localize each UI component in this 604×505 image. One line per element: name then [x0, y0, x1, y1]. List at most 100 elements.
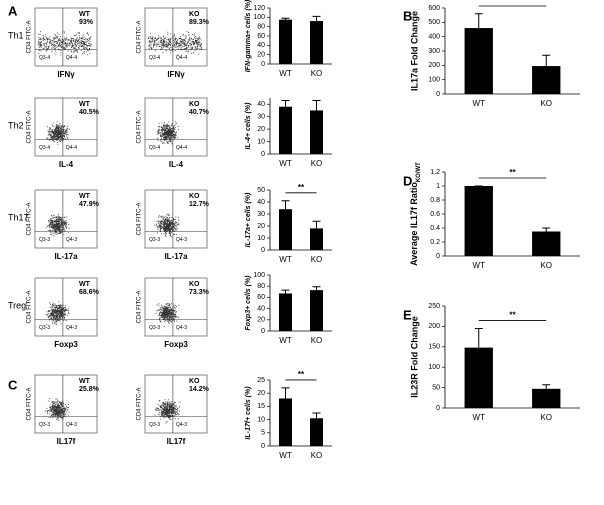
error-bar [281, 200, 290, 210]
flow-genotype: KO [189, 378, 200, 385]
y-tick-label: 0 [261, 328, 265, 335]
event-dots [38, 31, 93, 56]
flow-percent: 89.3% [189, 19, 210, 26]
flow-percent: 40.5% [79, 109, 100, 116]
y-tick-label: 20 [257, 223, 265, 230]
row-label: Th2 [8, 120, 24, 130]
plot-frame [34, 7, 98, 67]
plot-frame [144, 7, 208, 67]
x-tick-label: WT [279, 159, 292, 168]
panel-letter: D [403, 173, 412, 188]
quadrant-label: Q3-3 [149, 422, 160, 428]
quadrant-label: Q4-4 [176, 55, 187, 61]
plot-frame [34, 97, 98, 157]
y-tick-label: 100 [428, 364, 440, 371]
y-tick-label: 100 [253, 14, 265, 21]
bar [309, 21, 324, 64]
error-bar [312, 286, 321, 291]
quadrant-label: Q3-4 [149, 55, 160, 61]
y-tick-label: 30 [257, 211, 265, 218]
x-tick-label: WT [279, 69, 292, 78]
quadrant-label: Q4-3 [176, 422, 187, 428]
quadrant-label: Q4-3 [66, 422, 77, 428]
y-tick-label: 500 [428, 19, 440, 26]
flow-percent: 14.2% [189, 386, 210, 393]
bar [464, 28, 493, 94]
flow-percent: 93% [79, 19, 94, 26]
y-tick-label: 20 [257, 390, 265, 397]
y-axis-label: IL-17f+ cells (%) [245, 386, 252, 440]
flow-genotype: WT [79, 11, 91, 18]
y-tick-label: 60 [257, 33, 265, 40]
error-bar [312, 412, 321, 419]
y-tick-label: 0 [261, 151, 265, 158]
bar [309, 228, 324, 250]
flow-ylabel: CD4 FITC-A [27, 21, 33, 54]
event-dots [156, 121, 179, 145]
plot-frame [34, 277, 98, 337]
flow-ylabel: CD4 FITC-A [137, 388, 143, 421]
error-bar [474, 327, 483, 348]
x-tick-label: KO [311, 255, 323, 264]
y-tick-label: 40 [257, 101, 265, 108]
flow-xlabel: Foxp3 [164, 340, 188, 349]
plot-frame [144, 189, 208, 249]
x-tick-label: KO [540, 99, 552, 108]
bar [532, 231, 561, 256]
flow-xlabel: IFNγ [57, 70, 75, 79]
x-tick-label: KO [311, 159, 323, 168]
flow-xlabel: IL-4 [169, 160, 184, 169]
y-tick-label: 0.8 [430, 197, 440, 204]
quadrant-label: Q4-4 [66, 145, 77, 151]
flow-genotype: KO [189, 193, 200, 200]
flow-genotype: KO [189, 101, 200, 108]
y-tick-label: 80 [257, 283, 265, 290]
flow-ylabel: CD4 FITC-A [27, 203, 33, 236]
quadrant-label: Q4-4 [66, 55, 77, 61]
flow-ylabel: CD4 FITC-A [137, 111, 143, 144]
y-tick-label: 30 [257, 114, 265, 121]
event-dots [155, 303, 180, 327]
row-label: Treg [8, 300, 26, 310]
bar [532, 66, 561, 94]
flow-xlabel: Foxp3 [54, 340, 78, 349]
flow-ylabel: CD4 FITC-A [137, 291, 143, 324]
x-tick-label: WT [473, 261, 486, 270]
flow-genotype: WT [79, 378, 91, 385]
y-axis-label: IL-17a+ cells (%) [245, 192, 252, 247]
significance-label: ** [509, 168, 516, 177]
y-tick-label: 250 [428, 303, 440, 310]
quadrant-label: Q3-3 [39, 325, 50, 331]
bar [464, 347, 493, 408]
flow-ylabel: CD4 FITC-A [137, 203, 143, 236]
y-axis-label: Foxp3+ cells (%) [245, 275, 252, 331]
panel-letter: B [403, 8, 412, 23]
flow-genotype: WT [79, 193, 91, 200]
y-axis-label: IL17a Fold Change [409, 11, 419, 91]
flow-xlabel: IL-17a [54, 252, 78, 261]
y-tick-label: 50 [432, 384, 440, 391]
y-tick-label: 0 [261, 61, 265, 68]
y-tick-label: 20 [257, 52, 265, 59]
panel-letter: E [403, 307, 412, 322]
flow-genotype: KO [189, 281, 200, 288]
y-tick-label: 150 [428, 344, 440, 351]
error-bar [312, 99, 321, 111]
quadrant-label: Q4-3 [66, 237, 77, 243]
y-tick-label: 20 [257, 126, 265, 133]
quadrant-label: Q3-4 [39, 55, 50, 61]
event-dots [45, 301, 70, 325]
x-tick-label: WT [473, 99, 486, 108]
flow-xlabel: IL17f [57, 437, 76, 446]
flow-genotype: WT [79, 101, 91, 108]
y-tick-label: 200 [428, 323, 440, 330]
y-axis-label: IFN-gamma+ cells (%) [245, 0, 252, 72]
panel-letter: C [8, 377, 18, 392]
bar [278, 106, 293, 154]
